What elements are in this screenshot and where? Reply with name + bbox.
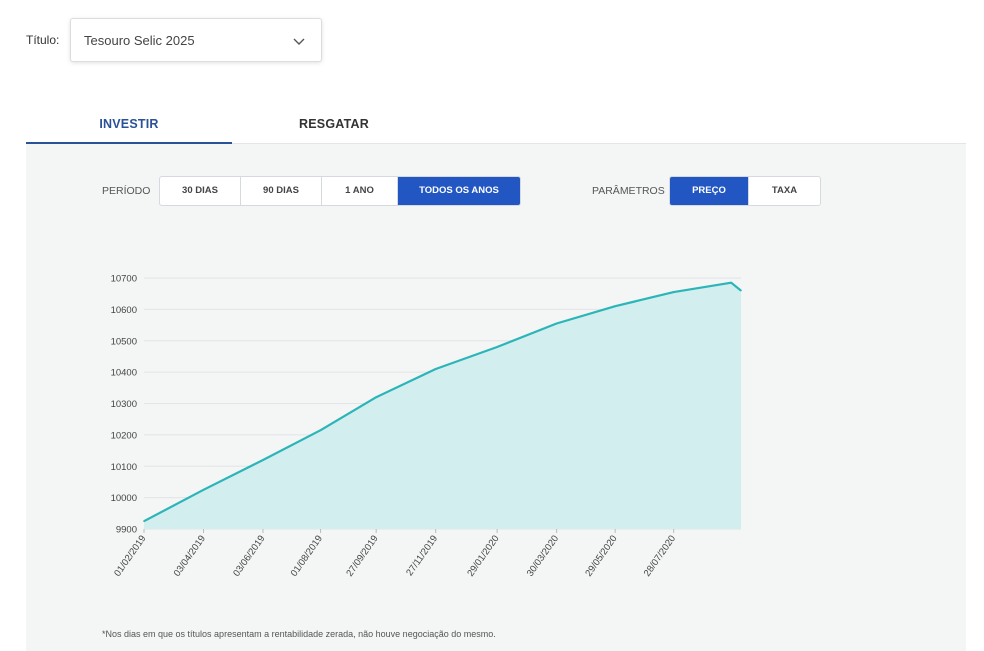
tab-investir[interactable]: INVESTIR (26, 104, 232, 145)
period-label: PERÍODO (102, 185, 151, 197)
period-90-dias-button[interactable]: 90 DIAS (241, 177, 322, 205)
tab-bar: INVESTIR RESGATAR (26, 104, 966, 145)
params-button-group: PREÇO TAXA (669, 176, 821, 206)
title-select[interactable]: Tesouro Selic 2025 (70, 18, 322, 62)
title-label: Título: (26, 33, 60, 47)
chevron-down-icon (293, 38, 305, 45)
param-taxa-button[interactable]: TAXA (771, 185, 798, 196)
params-label: PARÂMETROS (592, 185, 665, 197)
period-1-ano-button[interactable]: 1 ANO (322, 177, 398, 205)
title-field-row: Título: (26, 18, 69, 62)
tab-resgatar[interactable]: RESGATAR (299, 117, 369, 131)
period-30-dias-button[interactable]: 30 DIAS (160, 177, 241, 205)
footnote: *Nos dias em que os títulos apresentam a… (102, 629, 496, 639)
param-preco-button[interactable]: PREÇO (670, 177, 749, 205)
title-select-value: Tesouro Selic 2025 (84, 32, 195, 48)
period-todos-os-anos-button[interactable]: TODOS OS ANOS (398, 177, 520, 205)
period-button-group: 30 DIAS 90 DIAS 1 ANO TODOS OS ANOS (159, 176, 521, 206)
chart-panel (26, 144, 966, 651)
